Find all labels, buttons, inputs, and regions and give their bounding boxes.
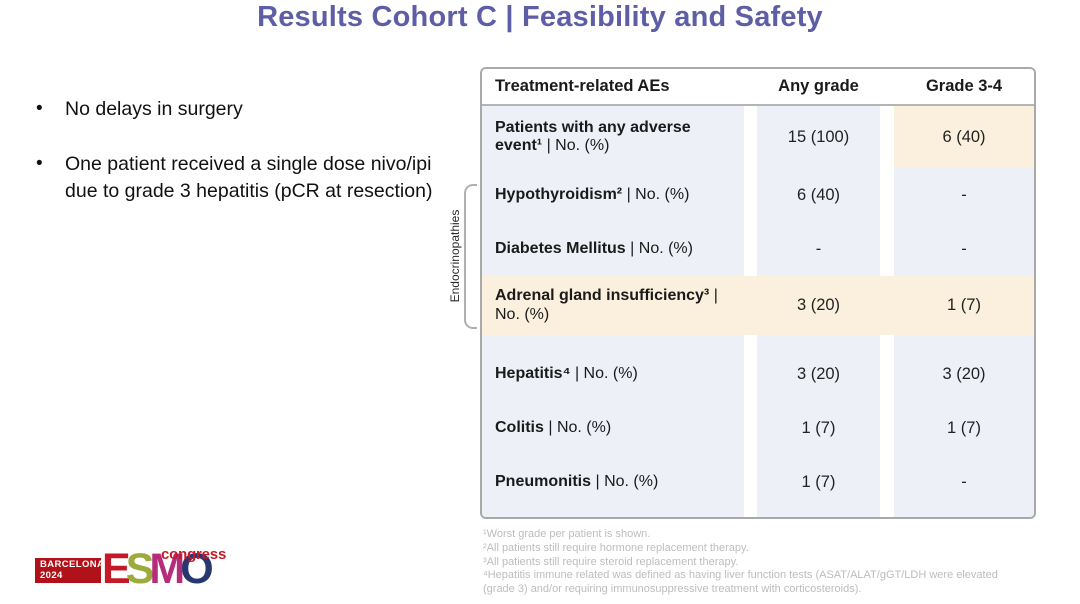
table-row: Diabetes Mellitus | No. (%)	[482, 223, 744, 276]
grade-3-4-value: 6 (40)	[894, 106, 1034, 168]
pad-cell	[482, 509, 744, 517]
gutter	[744, 509, 757, 517]
bullet-text: No delays in surgery	[65, 98, 243, 120]
ae-name: Patients with any adverse event¹	[495, 118, 691, 154]
table-header-row: Treatment-related AEs Any grade Grade 3-…	[482, 69, 1034, 106]
treatment-related-aes-table: Treatment-related AEs Any grade Grade 3-…	[480, 67, 1036, 519]
any-grade-value: 1 (7)	[757, 455, 880, 509]
barcelona-2024-badge: BARCELONA 2024	[35, 558, 105, 583]
grade-3-4-value: 1 (7)	[894, 401, 1034, 455]
column-header: Treatment-related AEs	[495, 77, 670, 95]
ae-suffix: | No. (%)	[626, 186, 690, 204]
bullet-list: • No delays in surgery • One patient rec…	[36, 96, 448, 233]
endocrinopathies-bracket	[464, 184, 477, 329]
list-item: • One patient received a single dose niv…	[36, 151, 448, 205]
logo-letter: E	[102, 545, 131, 593]
column-gutter	[880, 69, 894, 104]
ae-name: Adrenal gland insufficiency³	[495, 287, 710, 305]
gutter	[880, 223, 894, 276]
ae-suffix: | No. (%)	[630, 240, 693, 258]
footnote: ²All patients still require hormone repl…	[483, 541, 749, 554]
ae-suffix: | No. (%)	[548, 418, 612, 436]
ae-suffix: | No. (%)	[595, 472, 659, 490]
grade-3-4-value: -	[894, 168, 1034, 223]
bullet-icon: •	[36, 98, 43, 119]
ae-suffix: | No. (%)	[574, 364, 638, 382]
ae-name: Hypothyroidism²	[495, 186, 623, 204]
gutter	[880, 168, 894, 223]
logo-letter: O	[180, 545, 214, 593]
gutter	[880, 509, 894, 517]
table-row: Adrenal gland insufficiency³ | No. (%)	[482, 276, 744, 335]
gutter	[880, 335, 894, 401]
ae-name: Pneumonitis	[495, 472, 592, 490]
gutter	[880, 455, 894, 509]
list-item: • No delays in surgery	[36, 96, 448, 123]
gutter	[880, 276, 894, 335]
logo-location: BARCELONA	[40, 559, 105, 570]
gutter	[744, 335, 757, 401]
table-row: Hypothyroidism² | No. (%)	[482, 168, 744, 223]
grade-3-4-value: 3 (20)	[894, 335, 1034, 401]
congress-label: congress	[161, 546, 227, 563]
ae-suffix: | No. (%)	[495, 287, 718, 323]
gutter	[744, 401, 757, 455]
any-grade-value: -	[757, 223, 880, 276]
column-header: Any grade	[778, 77, 859, 95]
logo-year: 2024	[40, 569, 63, 581]
gutter	[744, 223, 757, 276]
page-title: Results Cohort C | Feasibility and Safet…	[257, 1, 823, 33]
footnotes: ¹Worst grade per patient is shown. ²All …	[483, 528, 1028, 597]
ae-name: Colitis	[495, 418, 544, 436]
table-body: Patients with any adverse event¹ | No. (…	[482, 106, 1034, 517]
grade-3-4-value: -	[894, 223, 1034, 276]
logo-letter: M	[149, 545, 185, 593]
endocrinopathies-label: Endocrinopathies	[448, 209, 462, 303]
gutter	[744, 276, 757, 335]
grade-3-4-value: -	[894, 455, 1034, 509]
any-grade-value: 15 (100)	[757, 106, 880, 168]
esmo-wordmark: ESMO	[102, 548, 214, 591]
gutter	[880, 401, 894, 455]
pad-cell	[894, 509, 1034, 517]
any-grade-value: 3 (20)	[757, 276, 880, 335]
table-row: Colitis | No. (%)	[482, 401, 744, 455]
table-row: Patients with any adverse event¹ | No. (…	[482, 106, 744, 168]
bullet-text: One patient received a single dose nivo/…	[65, 152, 433, 202]
gutter	[880, 106, 894, 168]
table-row: Pneumonitis | No. (%)	[482, 455, 744, 509]
any-grade-value: 3 (20)	[757, 335, 880, 401]
grade-3-4-value: 1 (7)	[894, 276, 1034, 335]
gutter	[744, 168, 757, 223]
ae-name: Diabetes Mellitus	[495, 240, 626, 258]
ae-name: Hepatitis⁴	[495, 364, 571, 382]
esmo-congress-logo: BARCELONA 2024 ESMO congress	[35, 546, 235, 596]
any-grade-value: 1 (7)	[757, 401, 880, 455]
table-row: Hepatitis⁴ | No. (%)	[482, 335, 744, 401]
gutter	[744, 106, 757, 168]
gutter	[744, 455, 757, 509]
column-gutter	[744, 69, 757, 104]
bullet-icon: •	[36, 152, 43, 174]
any-grade-value: 6 (40)	[757, 168, 880, 223]
footnote: ³All patients still require steroid repl…	[483, 555, 739, 568]
pad-cell	[757, 509, 880, 517]
footnote: ⁴Hepatitis immune related was defined as…	[483, 569, 998, 596]
ae-suffix: | No. (%)	[546, 137, 610, 154]
footnote: ¹Worst grade per patient is shown.	[483, 528, 651, 540]
column-header: Grade 3-4	[925, 77, 1003, 95]
logo-letter: S	[125, 545, 155, 593]
